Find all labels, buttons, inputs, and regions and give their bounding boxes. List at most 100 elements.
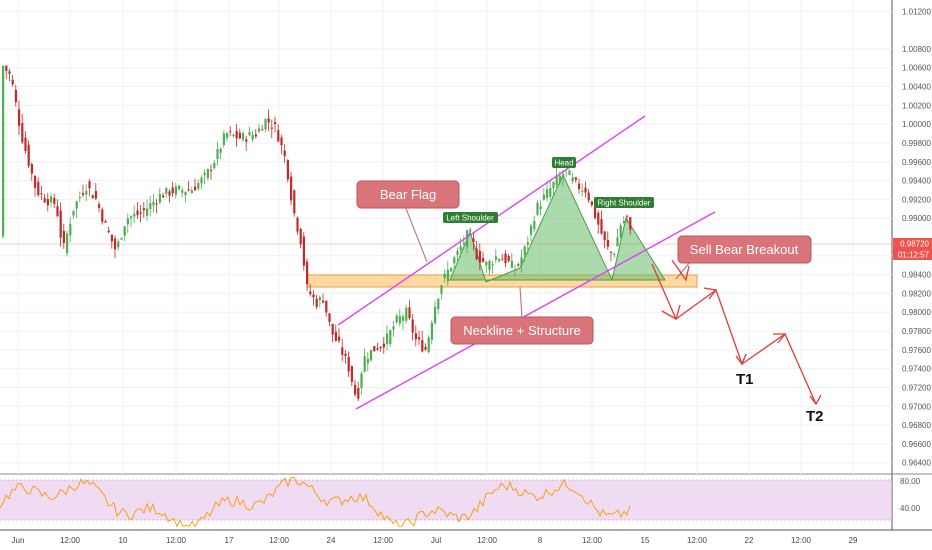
candle-body: [498, 259, 501, 262]
candle-body: [267, 118, 270, 123]
candle-body: [606, 239, 609, 247]
candle-body: [123, 226, 126, 236]
candle-body: [270, 127, 273, 129]
candle-body: [574, 177, 577, 180]
head-tag: Head: [552, 157, 576, 168]
candle-body: [475, 248, 478, 260]
candle-body: [421, 340, 424, 352]
candle-body: [414, 333, 417, 340]
price-tick-label: 0.97200: [902, 383, 931, 392]
candle-body: [277, 130, 280, 142]
countdown-label: 01:12:57: [898, 251, 930, 260]
time-tick-label: Jul: [431, 536, 441, 545]
price-axis: 1.01200 1.00800 1.00600 1.00400 1.00200 1.000…: [902, 7, 931, 467]
candle-body: [485, 261, 488, 266]
candle-body: [53, 197, 56, 204]
candle-body: [325, 300, 328, 313]
candle-body: [597, 212, 600, 225]
price-tick-label: 0.98200: [902, 289, 931, 298]
price-tick-label: 1.00800: [902, 45, 931, 54]
gridlines: [0, 0, 892, 474]
candle-body: [293, 190, 296, 214]
candle-body: [190, 190, 193, 194]
candle-body: [283, 150, 286, 157]
candle-body: [395, 315, 398, 323]
time-tick-label: 29: [849, 536, 858, 545]
bear-flag-callout: Bear Flag: [356, 180, 460, 263]
time-axis: Jun 12:00 10 12:00 17 12:00 24 12:00 Jul 12:00 8 12…: [12, 536, 858, 545]
candle-body: [514, 269, 517, 271]
candle-body: [469, 230, 472, 232]
candle-body: [546, 189, 549, 198]
candle-body: [34, 175, 37, 188]
candle-body: [366, 358, 369, 364]
candle-body: [398, 316, 401, 324]
candle-body: [18, 109, 21, 126]
candle-body: [27, 144, 30, 166]
price-tick-label: 0.99400: [902, 177, 931, 186]
candle-body: [334, 331, 337, 341]
candle-body: [46, 199, 49, 206]
candle-body: [274, 122, 277, 124]
candle-body: [350, 366, 353, 382]
candle-body: [178, 185, 181, 190]
candle-body: [91, 195, 94, 199]
time-tick-label: 15: [641, 536, 650, 545]
candle-body: [462, 242, 465, 244]
candle-body: [66, 233, 69, 254]
time-tick-label: 12:00: [791, 536, 812, 545]
candle-body: [453, 257, 456, 264]
candle-body: [146, 208, 149, 216]
candle-body: [120, 238, 123, 240]
candle-body: [357, 387, 360, 399]
candle-body: [78, 196, 81, 199]
last-price-tag: 0.98720 01:12:57: [893, 238, 932, 260]
candle-body: [286, 160, 289, 180]
price-tick-label: 0.96600: [902, 440, 931, 449]
bear-flag-label: Bear Flag: [380, 187, 436, 202]
candle-body: [299, 228, 302, 245]
oscillator-band: [0, 480, 892, 520]
candle-body: [85, 190, 88, 195]
candle-body: [296, 217, 299, 232]
candle-body: [50, 196, 53, 203]
candle-body: [347, 356, 350, 372]
candle-body: [558, 175, 561, 183]
candle-body: [136, 210, 139, 216]
price-tick-label: 0.97800: [902, 327, 931, 336]
candle-body: [331, 323, 334, 335]
candle-body: [88, 181, 91, 189]
price-tick-label: 0.96800: [902, 421, 931, 430]
candle-body: [229, 131, 232, 133]
candle-body: [158, 194, 161, 203]
candle-body: [562, 174, 565, 179]
candle-body: [405, 307, 408, 321]
time-tick-label: 17: [225, 536, 234, 545]
candle-body: [24, 137, 27, 152]
candle-body: [338, 336, 341, 341]
projection-arrows: [651, 259, 822, 406]
candle-body: [594, 201, 597, 218]
candle-body: [379, 346, 382, 348]
candle-body: [222, 133, 225, 146]
candle-body: [427, 337, 430, 353]
candle-body: [174, 186, 177, 195]
candle-body: [443, 273, 446, 279]
candle-body: [101, 209, 104, 222]
candle-body: [306, 261, 309, 285]
candle-body: [482, 258, 485, 262]
candle-body: [386, 333, 389, 345]
candle-body: [363, 356, 366, 372]
time-tick-label: 12:00: [60, 536, 81, 545]
candle-body: [184, 191, 187, 196]
price-tick-label: 0.99800: [902, 139, 931, 148]
candle-body: [210, 169, 213, 171]
candle-body: [437, 298, 440, 310]
candle-body: [40, 193, 43, 195]
candle-body: [552, 181, 555, 189]
time-tick-label: 24: [327, 536, 336, 545]
candle-body: [238, 132, 241, 139]
candle-body: [290, 176, 293, 201]
left-shoulder-label: Left Shoulder: [446, 214, 494, 223]
